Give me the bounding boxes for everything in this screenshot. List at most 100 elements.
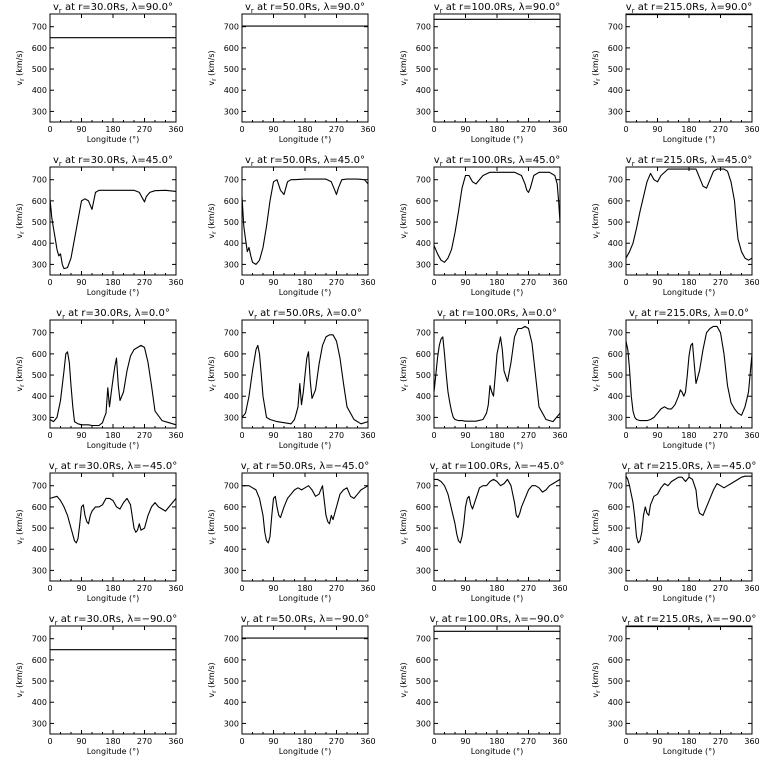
title-subscript: r	[635, 313, 638, 321]
x-tick-label: 0	[431, 431, 436, 440]
series-line	[49, 344, 177, 427]
y-tick-label: 600	[32, 350, 47, 359]
ylabel-v: v	[15, 81, 24, 86]
title-text: v	[430, 614, 436, 625]
y-tick-label: 600	[608, 656, 623, 665]
ylabel-sub: r	[595, 231, 602, 234]
y-tick-label: 700	[32, 176, 47, 185]
axes-frame	[49, 319, 177, 429]
title-text: v	[434, 155, 440, 166]
x-tick-label: 360	[552, 737, 567, 746]
y-axis-label: vr (km/s)	[399, 356, 410, 391]
ylabel-v: v	[207, 540, 216, 545]
x-tick-label: 270	[137, 431, 152, 440]
y-tick-label: 600	[224, 350, 239, 359]
ylabel-unit: (km/s)	[591, 50, 600, 78]
ylabel-sub: r	[403, 231, 410, 234]
x-tick-label: 360	[552, 431, 567, 440]
x-tick-label: 0	[623, 125, 628, 134]
panel-6: vr at r=50.0Rs, λ=45.0°0 90 180 270 36030040…	[207, 155, 376, 297]
y-tick-label: 700	[416, 23, 431, 32]
ylabel-sub: r	[403, 78, 410, 81]
y-tick-label: 500	[608, 524, 623, 533]
ylabel-unit: (km/s)	[591, 203, 600, 231]
title-text: v	[626, 2, 632, 13]
title-text: at r=30.0Rs, λ=45.0°	[62, 155, 173, 166]
series-line	[625, 475, 752, 544]
ylabel-v: v	[399, 540, 408, 545]
panel-20: vr at r=215.0Rs, λ=−90.0°0 90 180 270 360300…	[591, 614, 760, 756]
y-tick-label: 400	[416, 86, 431, 95]
ylabel-unit: (km/s)	[399, 509, 408, 537]
axes-frame	[433, 472, 561, 582]
x-tick-label: 0	[623, 431, 628, 440]
title-text: at r=30.0Rs, λ=90.0°	[62, 2, 173, 13]
x-axis-label: Longitude (°)	[87, 135, 140, 144]
ylabel-unit: (km/s)	[15, 662, 24, 690]
y-tick-label: 400	[224, 698, 239, 707]
y-tick-label: 500	[608, 218, 623, 227]
y-tick-label: 400	[32, 239, 47, 248]
ylabel-v: v	[399, 387, 408, 392]
ylabel-v: v	[207, 693, 216, 698]
series-line	[433, 171, 561, 263]
x-axis-label: Longitude (°)	[87, 747, 140, 756]
panel-title: vr at r=215.0Rs, λ=−45.0°	[622, 461, 757, 474]
axes-frame	[625, 472, 753, 582]
y-axis-label: vr (km/s)	[591, 356, 602, 391]
title-text: v	[53, 2, 59, 13]
x-tick-label: 180	[297, 125, 312, 134]
x-tick-label: 0	[47, 125, 52, 134]
x-tick-label: 180	[297, 737, 312, 746]
y-tick-label: 700	[608, 482, 623, 491]
y-axis-label: vr (km/s)	[15, 50, 26, 85]
axes-frame	[625, 625, 753, 735]
panel-16: vr at r=215.0Rs, λ=−45.0°0 90 180 270 360300…	[591, 461, 760, 603]
title-subscript: r	[632, 160, 635, 168]
x-axis-label: Longitude (°)	[471, 441, 524, 450]
title-text: at r=215.0Rs, λ=45.0°	[635, 155, 753, 166]
x-tick-label: 180	[297, 431, 312, 440]
x-tick-label: 270	[137, 125, 152, 134]
y-tick-label: 700	[416, 482, 431, 491]
y-axis-label: vr (km/s)	[399, 509, 410, 544]
y-axis-label: vr (km/s)	[15, 356, 26, 391]
ylabel-v: v	[15, 693, 24, 698]
ylabel-sub: r	[211, 384, 218, 387]
panel-title: vr at r=30.0Rs, λ=−45.0°	[49, 461, 177, 474]
x-axis-label: Longitude (°)	[663, 135, 716, 144]
x-tick-label: 180	[105, 431, 120, 440]
panel-title: vr at r=50.0Rs, λ=−90.0°	[241, 614, 369, 627]
title-subscript: r	[55, 466, 58, 474]
x-tick-label: 90	[76, 125, 86, 134]
x-tick-label: 90	[76, 278, 86, 287]
ylabel-unit: (km/s)	[15, 203, 24, 231]
ylabel-sub: r	[19, 231, 26, 234]
x-tick-label: 360	[552, 278, 567, 287]
y-tick-label: 400	[608, 392, 623, 401]
y-tick-label: 500	[224, 371, 239, 380]
y-axis-label: vr (km/s)	[207, 662, 218, 697]
title-text: v	[241, 461, 247, 472]
x-tick-label: 360	[360, 737, 375, 746]
axes-frame	[49, 472, 177, 582]
x-tick-label: 90	[460, 431, 470, 440]
title-text: at r=215.0Rs, λ=90.0°	[635, 2, 753, 13]
y-axis-label: vr (km/s)	[15, 509, 26, 544]
axes-frame	[241, 13, 369, 123]
y-tick-label: 300	[224, 107, 239, 116]
x-tick-label: 270	[329, 737, 344, 746]
x-tick-label: 0	[431, 737, 436, 746]
title-text: v	[626, 155, 632, 166]
panel-title: vr at r=215.0Rs, λ=0.0°	[629, 308, 749, 321]
y-axis-label: vr (km/s)	[15, 203, 26, 238]
x-tick-label: 270	[713, 737, 728, 746]
y-tick-label: 400	[416, 545, 431, 554]
y-tick-label: 300	[32, 107, 47, 116]
y-tick-label: 400	[608, 545, 623, 554]
y-tick-label: 500	[32, 65, 47, 74]
ylabel-sub: r	[19, 384, 26, 387]
y-axis-label: vr (km/s)	[399, 50, 410, 85]
title-text: at r=100.0Rs, λ=90.0°	[443, 2, 561, 13]
